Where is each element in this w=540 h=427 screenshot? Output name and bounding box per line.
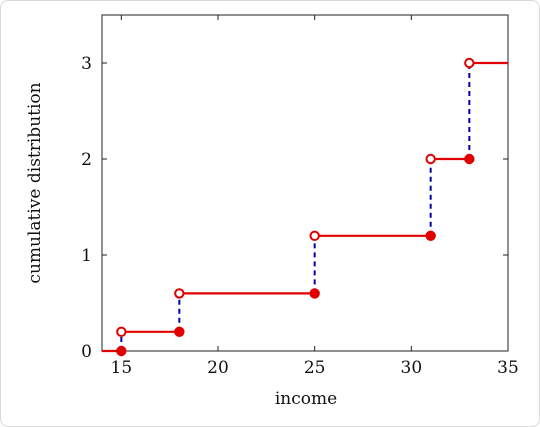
- closed-point: [464, 153, 475, 165]
- y-axis-label: cumulative distribution: [25, 82, 45, 283]
- y-tick-label: 3: [81, 54, 92, 74]
- x-tick-label: 25: [304, 358, 326, 378]
- open-point: [464, 57, 475, 69]
- open-point: [425, 153, 436, 165]
- x-tick-label: 30: [401, 358, 423, 378]
- closed-point: [425, 230, 436, 241]
- x-tick-label: 20: [207, 358, 229, 378]
- plot-area: 15 20 25 30 35 0 1 2 3: [81, 14, 519, 378]
- x-tick-label: 15: [111, 358, 133, 378]
- closed-point: [116, 345, 127, 357]
- open-point: [174, 288, 185, 299]
- open-point: [309, 230, 320, 242]
- closed-point: [309, 288, 320, 299]
- closed-point: [174, 326, 185, 337]
- y-tick-label: 2: [81, 150, 92, 170]
- x-tick-label: 35: [497, 358, 519, 378]
- x-axis-label: income: [275, 389, 337, 409]
- y-tick-label: 1: [81, 246, 92, 266]
- y-tick-label: 0: [81, 342, 92, 362]
- plot-frame: [101, 14, 509, 352]
- open-point: [116, 326, 127, 337]
